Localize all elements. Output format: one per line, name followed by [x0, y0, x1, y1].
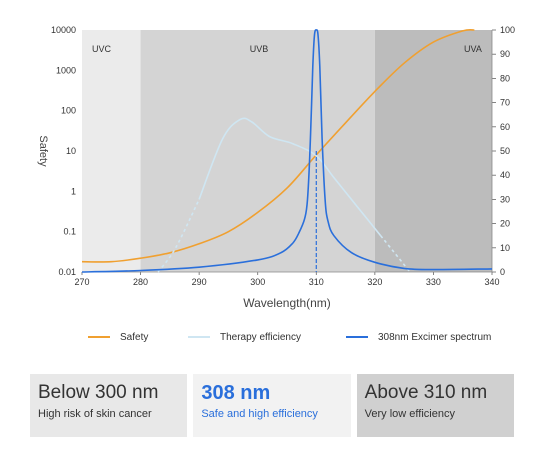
legend-label-safety: Safety — [120, 331, 149, 343]
x-tick-label: 330 — [426, 277, 441, 287]
y-right-tick-label: 100 — [500, 25, 515, 35]
legend-label-excimer: 308nm Excimer spectrum — [378, 331, 492, 343]
x-tick-label: 280 — [133, 277, 148, 287]
y-right-tick-label: 30 — [500, 194, 510, 204]
y-right-tick-label: 10 — [500, 243, 510, 253]
band-label-uva: UVA — [464, 44, 482, 54]
card-308: 308 nm Safe and high efficiency — [193, 374, 351, 437]
y-left-tick-label: 1000 — [56, 65, 76, 75]
x-tick-label: 310 — [309, 277, 324, 287]
card-title: 308 nm — [201, 382, 271, 404]
x-tick-label: 340 — [484, 277, 499, 287]
y-left-tick-label: 10 — [66, 146, 76, 156]
y-right-tick-label: 80 — [500, 73, 510, 83]
band-label-uvc: UVC — [92, 44, 112, 54]
y-left-tick-label: 10000 — [51, 25, 76, 35]
wavelength-chart: UVC UVB UVA 0.01 0.1 1 10 100 1000 10000 0 10 20 30 40… — [37, 25, 515, 310]
legend-item-therapy: Therapy efficiency — [188, 329, 301, 345]
y-left-tick-label: 0.1 — [63, 227, 76, 237]
series-line-308nm-excimer-spectrum — [81, 29, 493, 273]
band-uva — [374, 30, 492, 272]
series-line-therapy-efficiency — [157, 199, 200, 273]
card-subtitle: High risk of skin cancer — [38, 408, 152, 420]
y-right-tick-label: 0 — [500, 267, 505, 277]
y-right-tick-label: 90 — [500, 49, 510, 59]
legend-swatch-therapy — [188, 336, 210, 338]
y-left-tick-label: 1 — [71, 186, 76, 196]
series-line-safety — [81, 28, 475, 263]
y-axis-label: Safety — [37, 135, 49, 167]
info-cards: Below 300 nm High risk of skin cancer 30… — [30, 374, 514, 437]
legend-label-therapy: Therapy efficiency — [220, 331, 301, 343]
x-tick-label: 270 — [74, 277, 89, 287]
y-right-tick-label: 70 — [500, 98, 510, 108]
card-subtitle: Safe and high efficiency — [201, 408, 318, 420]
card-title: Above 310 nm — [364, 382, 488, 403]
legend-swatch-safety — [88, 336, 110, 338]
y-right-tick-label: 20 — [500, 219, 510, 229]
band-uvc — [82, 30, 141, 272]
band-uvb — [140, 30, 375, 272]
legend-item-safety: Safety — [88, 329, 148, 345]
legend-swatch-excimer — [346, 336, 368, 338]
x-tick-label: 320 — [367, 277, 382, 287]
y-left-tick-label: 100 — [61, 106, 76, 116]
y-right-tick-label: 50 — [500, 146, 510, 156]
x-tick-label: 290 — [192, 277, 207, 287]
card-title: Below 300 nm — [38, 382, 159, 403]
card-subtitle: Very low efficiency — [364, 408, 455, 420]
card-below-300: Below 300 nm High risk of skin cancer — [30, 374, 188, 437]
y-right-tick-label: 40 — [500, 170, 510, 180]
series-line-therapy-efficiency — [198, 117, 382, 237]
y-left-tick-label: 0.01 — [58, 267, 76, 277]
band-label-uvb: UVB — [250, 44, 269, 54]
x-axis-label: Wavelength(nm) — [243, 296, 331, 310]
card-above-310: Above 310 nm Very low efficiency — [356, 374, 514, 437]
legend-item-excimer: 308nm Excimer spectrum — [346, 329, 491, 345]
y-right-tick-label: 60 — [500, 122, 510, 132]
x-tick-label: 300 — [250, 277, 265, 287]
